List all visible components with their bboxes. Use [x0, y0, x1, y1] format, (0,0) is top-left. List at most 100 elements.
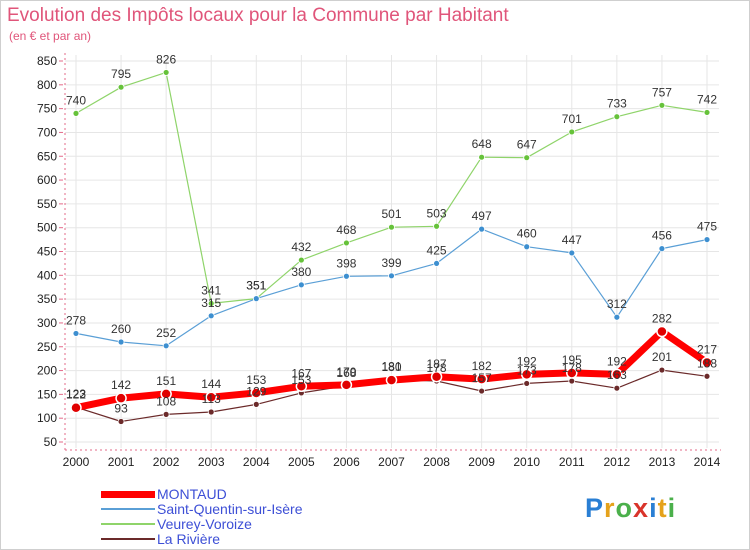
data-point [478, 153, 486, 161]
x-tick-label: 2003 [198, 455, 225, 469]
data-point [568, 377, 576, 385]
data-label: 701 [562, 112, 582, 126]
legend-label: Saint-Quentin-sur-Isère [157, 501, 303, 517]
data-label: 252 [156, 326, 176, 340]
data-point [658, 366, 666, 374]
data-point [658, 245, 666, 253]
data-point [70, 401, 82, 414]
data-point [340, 379, 353, 391]
data-label: 182 [472, 359, 492, 373]
y-tick-label: 700 [37, 125, 57, 139]
data-point [117, 338, 125, 346]
data-point [117, 418, 125, 425]
logo-letter: o [615, 493, 634, 523]
data-label: 168 [336, 366, 356, 380]
logo-letter: i [667, 493, 677, 523]
chart-subtitle: (en € et par an) [9, 29, 92, 43]
data-point [343, 272, 350, 280]
data-point [613, 384, 621, 392]
data-label: 826 [156, 52, 176, 66]
data-label: 142 [111, 378, 131, 392]
legend-swatch [101, 538, 155, 540]
data-label: 144 [201, 377, 221, 391]
data-label: 757 [652, 85, 672, 99]
data-label: 260 [111, 322, 131, 336]
data-label: 398 [336, 256, 356, 270]
x-tick-label: 2002 [153, 455, 180, 469]
data-label: 312 [607, 297, 627, 311]
y-tick-label: 50 [44, 435, 58, 449]
data-label: 217 [697, 342, 717, 356]
y-tick-label: 250 [37, 340, 57, 354]
data-label: 278 [66, 313, 86, 327]
legend-swatch [101, 490, 155, 498]
data-label: 351 [246, 279, 266, 293]
data-label: 425 [427, 243, 447, 257]
data-point [250, 387, 263, 399]
y-tick-label: 550 [37, 197, 57, 211]
data-label: 195 [562, 353, 582, 367]
legend-label: Veurey-Voroize [157, 516, 252, 532]
data-point [475, 373, 488, 385]
data-point [388, 272, 395, 280]
data-label: 341 [201, 283, 221, 297]
data-label: 647 [517, 138, 537, 152]
data-label: 187 [427, 357, 447, 371]
x-tick-label: 2007 [378, 455, 405, 469]
data-label: 178 [427, 361, 447, 375]
data-point [703, 372, 711, 380]
data-label: 153 [291, 373, 311, 387]
data-label: 173 [517, 363, 537, 377]
data-point [703, 236, 711, 243]
data-label: 380 [291, 265, 311, 279]
y-tick-label: 850 [37, 54, 57, 68]
legend-label: La Rivière [157, 531, 221, 547]
data-label: 113 [202, 392, 221, 406]
x-tick-label: 2008 [423, 455, 450, 469]
logo-letter: P [585, 493, 605, 523]
legend-item: MONTAUD [101, 487, 227, 501]
data-label: 497 [472, 209, 492, 223]
data-label: 108 [156, 394, 176, 408]
data-label: 123 [66, 387, 86, 401]
legend-item: Veurey-Voroize [101, 517, 252, 531]
y-tick-label: 650 [37, 149, 57, 163]
chart-title: Evolution des Impôts locaux pour la Comm… [7, 5, 509, 26]
x-tick-label: 2010 [513, 455, 540, 469]
data-label: 151 [156, 374, 176, 388]
legend-item: Saint-Quentin-sur-Isère [101, 502, 303, 516]
x-tick-label: 2013 [649, 455, 676, 469]
x-tick-label: 2006 [333, 455, 360, 469]
x-tick-label: 2000 [63, 455, 90, 469]
data-label: 456 [652, 229, 672, 243]
data-point [430, 371, 443, 383]
y-tick-label: 150 [37, 387, 57, 401]
data-label: 468 [336, 223, 356, 237]
data-point [388, 223, 395, 231]
data-point [252, 295, 260, 303]
data-label: 432 [291, 240, 311, 254]
data-point [162, 410, 170, 418]
x-tick-label: 2001 [108, 455, 135, 469]
legend-swatch [101, 508, 155, 510]
data-label: 351 [246, 279, 266, 293]
data-point [343, 239, 350, 247]
y-tick-label: 600 [37, 173, 57, 187]
data-label: 740 [66, 93, 86, 107]
data-label: 447 [562, 233, 582, 247]
data-label: 163 [607, 368, 627, 382]
y-tick-label: 400 [37, 268, 57, 282]
data-point [160, 388, 172, 400]
data-point [478, 387, 486, 395]
data-point [72, 330, 80, 337]
logo-letter: r [604, 493, 616, 523]
y-tick-label: 100 [37, 411, 57, 425]
data-point [205, 391, 217, 403]
x-tick-label: 2011 [559, 455, 585, 469]
data-point [117, 83, 125, 91]
x-tick-label: 2004 [243, 455, 270, 469]
data-label: 167 [291, 366, 311, 380]
x-tick-label: 2005 [288, 455, 315, 469]
data-point [252, 400, 260, 408]
